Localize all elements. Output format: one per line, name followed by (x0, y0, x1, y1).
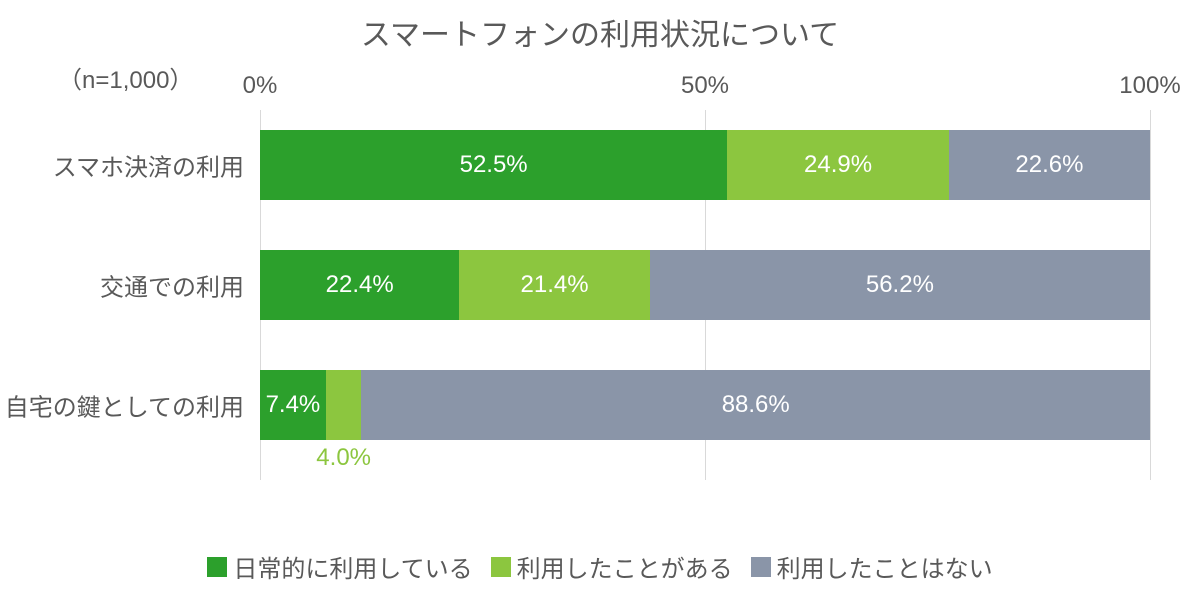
x-tick-label: 100% (1119, 72, 1180, 100)
legend: 日常的に利用している 利用したことがある 利用したことはない (0, 549, 1200, 584)
legend-swatch (491, 557, 511, 577)
x-tick-label: 50% (681, 72, 729, 100)
category-label: スマホ決済の利用 (53, 148, 244, 183)
bar-value-label: 22.6% (1015, 151, 1083, 179)
bar-row: 22.4% 21.4% 56.2% (260, 250, 1150, 320)
bar-value-label: 21.4% (521, 271, 589, 299)
bar-value-label: 52.5% (460, 151, 528, 179)
legend-swatch (751, 557, 771, 577)
category-label: 交通での利用 (100, 268, 244, 303)
plot-area: 0%50%100%スマホ決済の利用52.5%24.9%22.6%交通での利用22… (260, 110, 1150, 480)
chart-title: スマートフォンの利用状況について (0, 10, 1200, 54)
legend-item-daily: 日常的に利用している (207, 549, 472, 584)
bar-value-label: 24.9% (804, 151, 872, 179)
bar-segment-never: 88.6% (361, 370, 1150, 440)
bar-row: 52.5% 24.9% 22.6% (260, 130, 1150, 200)
bar-segment-tried: 21.4% (459, 250, 649, 320)
legend-item-never: 利用したことはない (751, 549, 993, 584)
legend-label: 利用したことはない (777, 549, 993, 584)
bar-row: 7.4%4.0% 88.6% (260, 370, 1150, 440)
bar-value-label: 7.4% (266, 391, 321, 419)
bar-value-label: 4.0% (316, 444, 371, 472)
stacked-bar-chart: スマートフォンの利用状況について （n=1,000） 0% 50% 100% スマホ決… (0, 0, 1200, 602)
bar-segment-tried: 24.9% (727, 130, 949, 200)
bar-segment-daily: 22.4% (260, 250, 459, 320)
bar-value-label: 88.6% (722, 391, 790, 419)
x-tick-label: 0% (243, 72, 278, 100)
bar-segment-daily: 7.4% (260, 370, 326, 440)
bar-value-label: 22.4% (326, 271, 394, 299)
bar-value-label: 56.2% (866, 271, 934, 299)
legend-swatch (207, 557, 227, 577)
category-label: 自宅の鍵としての利用 (5, 388, 244, 423)
bar-segment-never: 22.6% (949, 130, 1150, 200)
gridline (1150, 110, 1151, 480)
bar-segment-never: 56.2% (650, 250, 1150, 320)
bar-segment-tried: 4.0% (326, 370, 362, 440)
legend-label: 日常的に利用している (233, 549, 472, 584)
legend-label: 利用したことがある (517, 549, 733, 584)
sample-size-label: （n=1,000） (58, 60, 193, 95)
legend-item-tried: 利用したことがある (491, 549, 733, 584)
bar-segment-daily: 52.5% (260, 130, 727, 200)
